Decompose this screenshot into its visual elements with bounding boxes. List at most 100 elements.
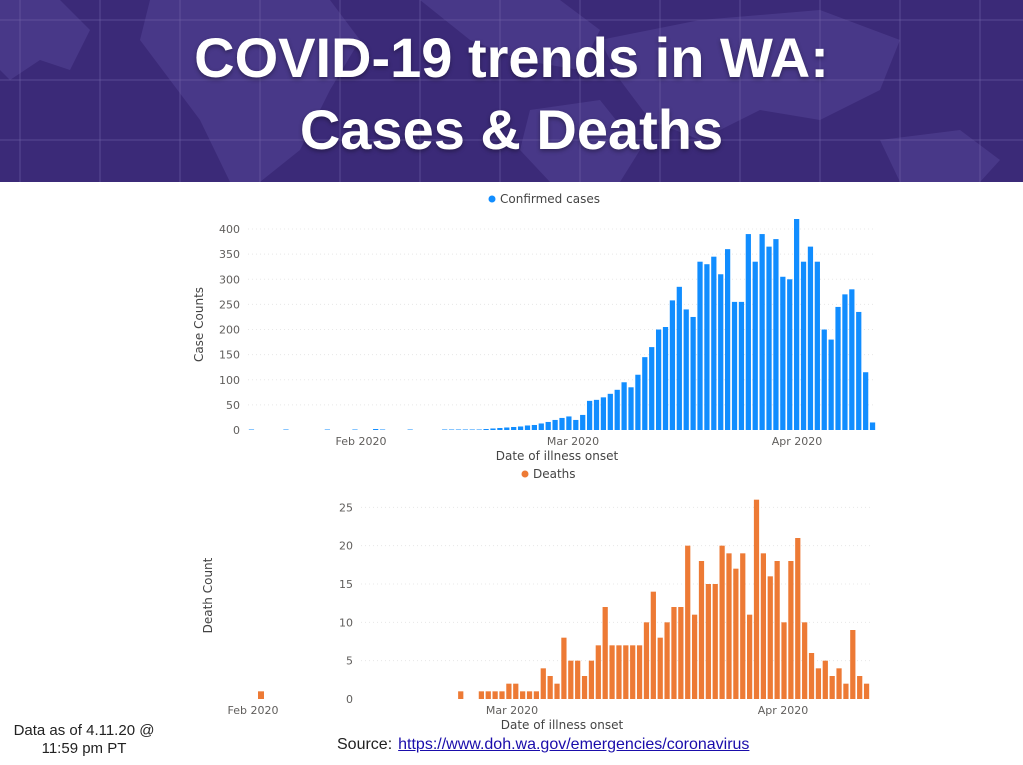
bar [561,637,567,699]
source-link[interactable]: https://www.doh.wa.gov/emergencies/coron… [398,736,750,753]
legend-marker [521,470,529,478]
bar [662,327,669,430]
bar [379,429,386,430]
bar [808,653,815,699]
bar [650,591,656,699]
bar [835,306,841,430]
map-landmass [420,0,600,70]
bar [616,645,622,699]
bar [352,429,358,430]
x-tick-label: Feb 2020 [336,435,387,448]
title-banner: COVID-19 trends in WA: Cases & Deaths [0,0,1023,182]
bar [828,339,834,430]
bar [595,645,601,699]
bar [815,668,822,699]
bar [517,426,524,430]
bar [843,683,849,699]
bar [566,416,572,430]
bar [407,429,413,430]
bar [698,561,705,699]
bar [807,246,814,430]
map-landmass [600,10,900,140]
bar [635,374,641,430]
x-tick-label: Apr 2020 [758,704,809,717]
bar [760,553,766,699]
bar [781,622,787,699]
y-axis-title: Death Count [201,557,215,633]
x-axis-title: Date of illness onset [501,718,624,730]
bar [545,421,551,430]
bar [794,219,800,430]
bar [773,239,779,430]
charts-area: Confirmed cases050100150200250300350400F… [192,192,876,730]
bar [513,683,519,699]
bar [476,429,482,430]
bar [685,545,691,699]
bar [836,668,842,699]
bar [759,234,765,430]
bar [697,261,703,430]
bar [524,425,531,430]
bar [506,683,512,699]
y-tick-label: 200 [219,324,240,337]
bar [752,261,758,430]
bar [520,691,526,699]
bar [526,691,533,699]
page-title-line2: Cases & Deaths [299,98,724,161]
data-as-of-note: Data as of 4.11.20 @ 11:59 pm PT [13,722,155,757]
bar [857,676,863,699]
bar [573,419,579,430]
bar [283,429,289,430]
bar [753,499,760,699]
bar [643,622,650,699]
bar [621,382,627,430]
bar [258,691,264,699]
bar [733,568,739,699]
bar [490,428,496,430]
y-tick-label: 10 [339,616,353,629]
bar [767,576,773,699]
bar [829,676,835,699]
bar [628,387,634,430]
y-tick-label: 5 [346,655,353,668]
bar [822,660,828,699]
bar [747,614,753,699]
bar [607,393,613,430]
bar [499,691,505,699]
bar [248,429,255,430]
bar [678,607,684,699]
bar [552,419,558,430]
x-tick-label: Apr 2020 [772,435,823,448]
y-axis-title: Case Counts [192,287,206,362]
bar [609,645,615,699]
legend-label: Deaths [533,467,576,481]
bar [863,372,869,430]
bar [581,676,588,699]
bar [531,424,538,430]
bar [676,286,682,430]
legend-label: Confirmed cases [500,192,600,206]
bar [547,676,553,699]
bar [800,261,807,430]
bar [504,427,510,430]
bar [623,645,629,699]
bar [655,329,662,430]
source-line: Source: https://www.doh.wa.gov/emergencie… [337,736,749,754]
bar [691,614,698,699]
y-tick-label: 100 [219,374,240,387]
bar [469,429,475,430]
y-tick-label: 20 [339,540,353,553]
map-landmass [880,130,1000,182]
bar [483,429,489,430]
y-tick-label: 400 [219,223,240,236]
bar [559,417,565,430]
bar [725,249,731,430]
bar [671,607,677,699]
bar [705,584,711,699]
bar [602,607,608,699]
bar [636,645,643,699]
bar [600,397,607,430]
bar [814,261,820,430]
bar [588,660,595,699]
y-tick-label: 0 [233,424,240,437]
